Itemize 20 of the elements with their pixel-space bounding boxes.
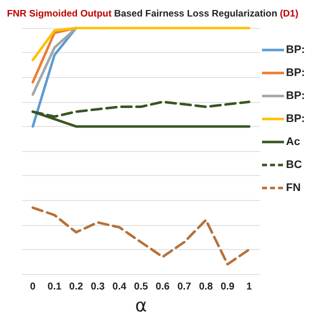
x-tick-label: 0.9: [220, 282, 235, 293]
x-axis-title: α: [135, 296, 147, 316]
legend-label: BP:: [286, 113, 305, 125]
x-tick-label: 0.3: [90, 282, 106, 293]
legend-label: BP:: [286, 44, 305, 56]
x-tick-label: 0: [30, 282, 36, 293]
x-tick-label: 0.5: [134, 282, 148, 293]
x-tick-label: 0.2: [69, 282, 84, 293]
chart-title: FNR Sigmoided Output Based Fairness Loss Regularization (D1): [7, 8, 298, 20]
legend-label: BP:: [286, 90, 305, 102]
x-tick-label: 0.8: [198, 282, 214, 293]
legend-label: BP:: [286, 67, 305, 79]
legend-label: BC: [286, 159, 302, 171]
x-tick-label: 0.6: [156, 282, 170, 293]
legend-label: Ac: [286, 136, 300, 148]
legend-label: FN: [286, 182, 301, 194]
x-tick-label: 1: [246, 282, 252, 293]
x-tick-label: 0.7: [177, 282, 192, 293]
x-tick-label: 0.1: [48, 282, 62, 293]
x-tick-label: 0.4: [112, 282, 127, 293]
